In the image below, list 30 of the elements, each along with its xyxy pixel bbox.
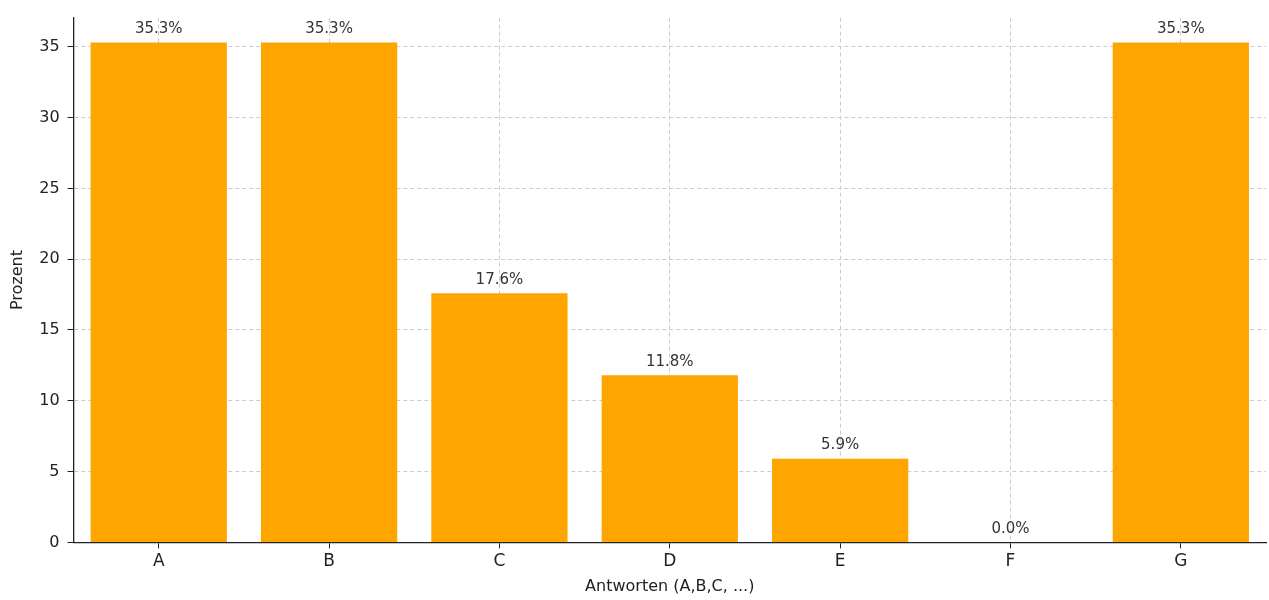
bar: [431, 293, 568, 542]
y-tick-label: 20: [39, 248, 60, 268]
data-label: 11.8%: [645, 351, 694, 370]
y-tick-label: 25: [39, 177, 60, 197]
y-tick-label: 5: [49, 460, 60, 480]
data-label: 35.3%: [1157, 18, 1205, 37]
bar: [90, 42, 227, 542]
data-label: 35.3%: [305, 18, 353, 37]
x-tick-label: C: [493, 550, 506, 571]
data-label: 35.3%: [134, 18, 183, 37]
x-tick-label: E: [834, 550, 846, 571]
x-tick-label: D: [663, 550, 677, 571]
bar: [771, 458, 909, 542]
data-label: 0.0%: [991, 518, 1030, 537]
y-tick-label: 10: [39, 389, 60, 409]
x-tick-label: F: [1005, 550, 1016, 571]
x-tick-label: B: [323, 550, 335, 571]
bar: [601, 375, 738, 542]
y-tick-label: 0: [49, 531, 60, 551]
bar: [1112, 42, 1249, 542]
bar: [260, 42, 398, 542]
x-axis-title: Antworten (A,B,C, ...): [585, 575, 755, 595]
y-tick-label: 30: [39, 106, 60, 126]
y-axis-title: Prozent: [6, 249, 26, 311]
y-tick-label: 15: [39, 319, 60, 339]
x-tick-label: A: [152, 550, 165, 571]
y-tick-label: 35: [39, 35, 60, 55]
data-label: 5.9%: [821, 435, 860, 454]
data-label: 17.6%: [475, 269, 524, 288]
x-tick-label: G: [1174, 550, 1188, 571]
